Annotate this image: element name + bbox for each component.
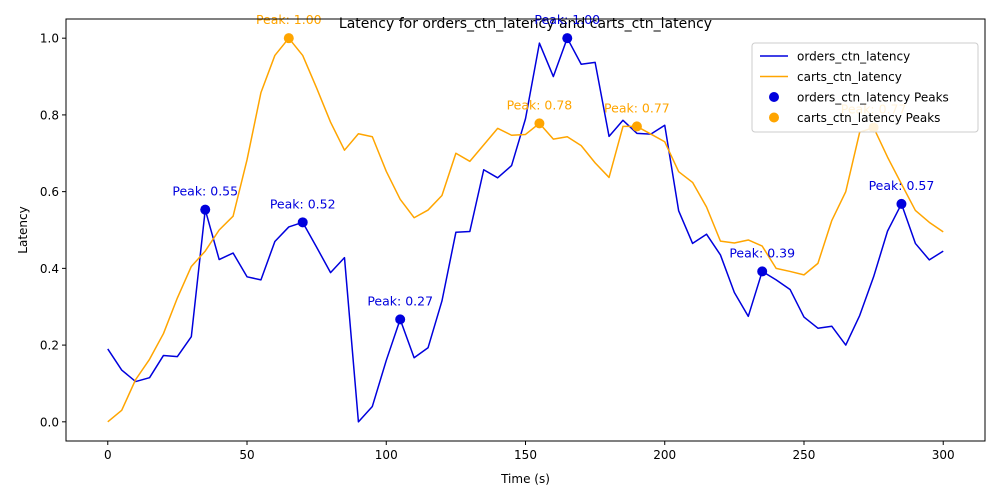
legend-label-orders_ctn_latency: orders_ctn_latency bbox=[797, 50, 910, 64]
peak-label-orders_ctn_latency-2: Peak: 0.27 bbox=[367, 293, 433, 308]
series-line-carts_ctn_latency bbox=[107, 37, 944, 423]
y-tick-label-0.8: 0.8 bbox=[40, 108, 59, 122]
peak-marker-carts_ctn_latency-2 bbox=[631, 121, 642, 132]
legend: orders_ctn_latency carts_ctn_latencyorder… bbox=[751, 42, 979, 133]
peak-label-orders_ctn_latency-0: Peak: 0.55 bbox=[172, 184, 238, 199]
legend-label-carts_ctn_latency: carts_ctn_latency bbox=[797, 70, 902, 84]
peak-label-orders_ctn_latency-3: Peak: 1.00 bbox=[534, 12, 600, 27]
y-tick-label-0.2: 0.2 bbox=[40, 339, 59, 353]
legend-swatch-carts_ctn_latency-Peaks bbox=[769, 112, 779, 123]
x-tick-label-200: 200 bbox=[653, 448, 676, 462]
peak-label-carts_ctn_latency-2: Peak: 0.77 bbox=[604, 100, 670, 115]
x-tick-label-0: 0 bbox=[104, 448, 112, 462]
y-tick-label-1.0: 1.0 bbox=[40, 32, 59, 46]
legend-label-orders_ctn_latency-Peaks: orders_ctn_latency Peaks bbox=[797, 91, 949, 105]
x-axis: 0 50 100 150 200 250 300 bbox=[104, 441, 955, 462]
peak-label-carts_ctn_latency-0: Peak: 1.00 bbox=[256, 12, 322, 27]
chart-title: Latency for orders_ctn_latency and carts… bbox=[339, 16, 712, 32]
x-tick-label-50: 50 bbox=[239, 448, 254, 462]
x-tick-label-150: 150 bbox=[514, 448, 537, 462]
series-lines bbox=[107, 37, 944, 423]
legend-swatch-orders_ctn_latency-Peaks bbox=[769, 92, 779, 102]
peak-marker-orders_ctn_latency-1 bbox=[297, 217, 308, 228]
legend-label-carts_ctn_latency-Peaks: carts_ctn_latency Peaks bbox=[797, 111, 940, 125]
y-tick-label-0.0: 0.0 bbox=[40, 415, 59, 429]
peak-marker-orders_ctn_latency-2 bbox=[395, 314, 406, 325]
series-line-orders_ctn_latency bbox=[107, 37, 944, 423]
y-axis: 0.0 0.2 0.4 0.6 0.8 1.0 bbox=[40, 32, 66, 429]
peak-markers bbox=[200, 33, 907, 325]
peak-label-orders_ctn_latency-5: Peak: 0.57 bbox=[869, 178, 935, 193]
peak-label-carts_ctn_latency-1: Peak: 0.78 bbox=[507, 97, 573, 112]
peak-label-orders_ctn_latency-4: Peak: 0.39 bbox=[729, 245, 795, 260]
peak-label-orders_ctn_latency-1: Peak: 0.52 bbox=[270, 196, 336, 211]
peak-marker-carts_ctn_latency-1 bbox=[534, 118, 545, 129]
y-axis-title: Latency bbox=[16, 206, 30, 253]
y-tick-label-0.6: 0.6 bbox=[40, 185, 59, 199]
legend-box bbox=[751, 42, 979, 133]
peak-marker-orders_ctn_latency-4 bbox=[757, 266, 768, 277]
y-tick-label-0.4: 0.4 bbox=[40, 262, 59, 276]
peak-marker-carts_ctn_latency-0 bbox=[283, 33, 294, 44]
x-tick-label-100: 100 bbox=[375, 448, 398, 462]
x-axis-title: Time (s) bbox=[500, 472, 550, 486]
peak-marker-orders_ctn_latency-0 bbox=[200, 204, 211, 215]
x-tick-label-300: 300 bbox=[932, 448, 955, 462]
peak-marker-orders_ctn_latency-3 bbox=[562, 33, 573, 44]
legend-items: orders_ctn_latency carts_ctn_latencyorder… bbox=[760, 50, 949, 125]
x-tick-label-250: 250 bbox=[793, 448, 816, 462]
peak-marker-orders_ctn_latency-5 bbox=[896, 198, 907, 209]
